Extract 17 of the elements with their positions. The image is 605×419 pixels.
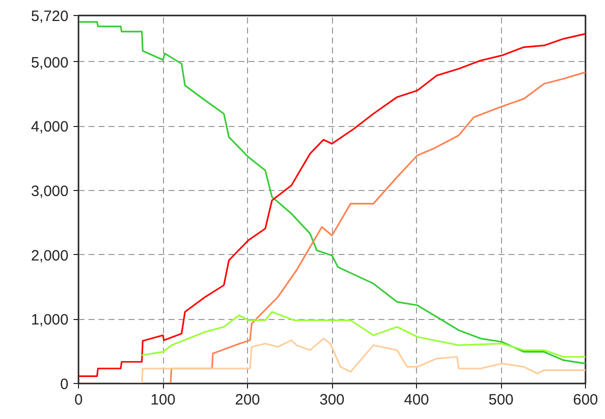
x-tick-label: 400 <box>404 392 430 408</box>
x-tick-label: 600 <box>572 392 598 408</box>
y-tick-label: 5,720 <box>30 8 69 25</box>
x-tick-label: 200 <box>234 392 260 408</box>
y-tick-label: 2,000 <box>30 247 69 264</box>
line-series <box>170 71 586 384</box>
y-tick-label: 5,000 <box>30 54 69 72</box>
x-tick-label: 100 <box>150 392 176 408</box>
x-tick-label: 500 <box>488 392 514 408</box>
line-series <box>141 311 586 358</box>
x-tick-label: 300 <box>319 392 345 408</box>
line-series <box>120 338 586 384</box>
y-tick-label: 1,000 <box>30 312 69 329</box>
x-tick-label: 0 <box>74 392 83 408</box>
y-tick-label: 4,000 <box>30 118 69 136</box>
y-tick-label: 3,000 <box>30 182 69 200</box>
y-tick-label: 0 <box>60 376 68 393</box>
